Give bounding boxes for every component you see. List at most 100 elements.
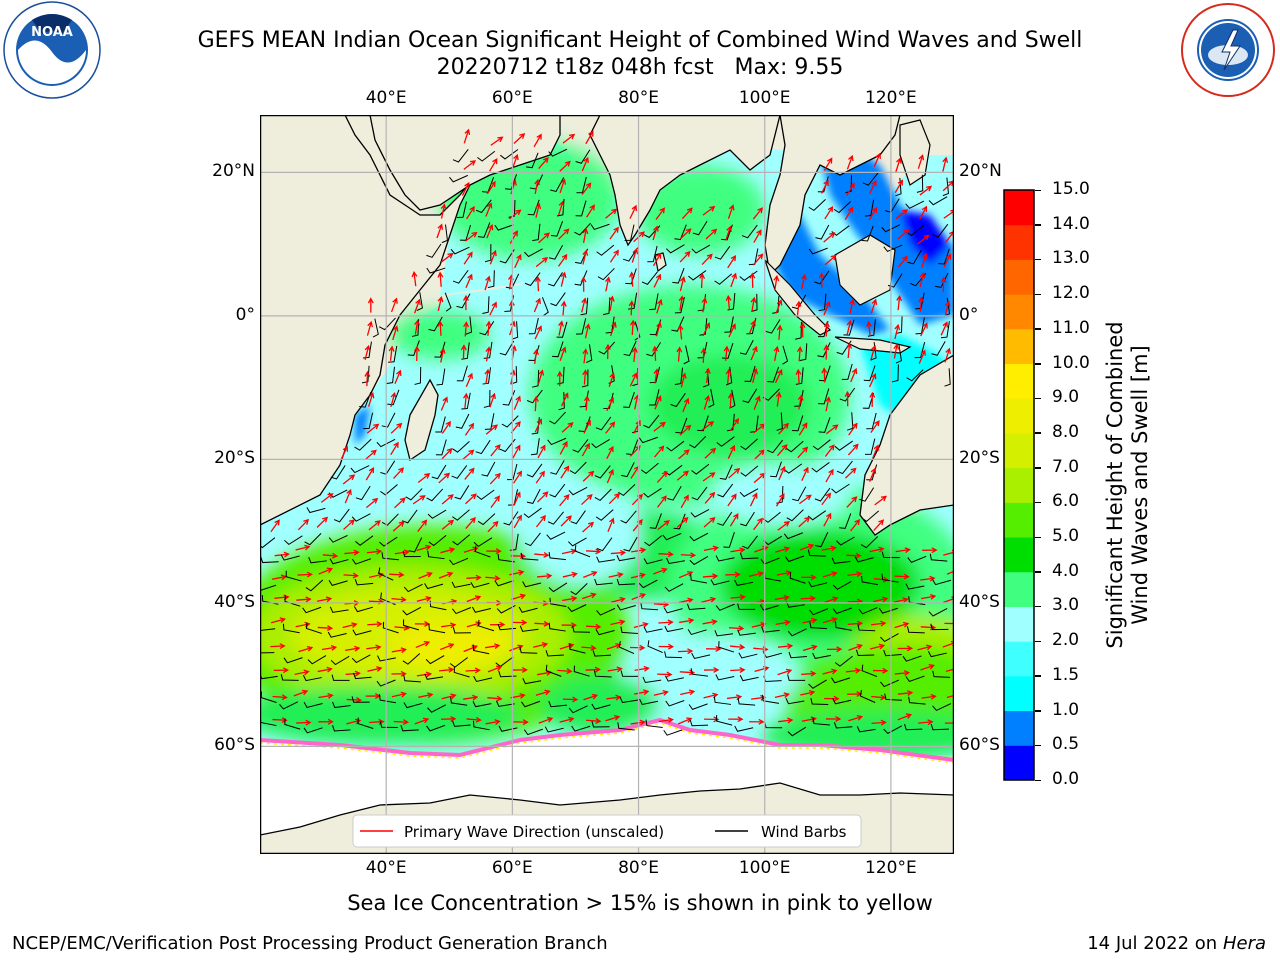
wave-direction-arrowhead: [678, 295, 685, 302]
colorbar-tick-mark: [1035, 363, 1041, 365]
wind-barb: [623, 392, 635, 408]
wave-direction-arrowhead: [516, 470, 523, 477]
wave-direction-arrowhead: [836, 646, 843, 653]
wave-direction-arrowhead: [752, 367, 759, 375]
wave-direction-arrow: [272, 695, 287, 699]
wave-direction-arrowhead: [685, 424, 692, 431]
wind-barb: [878, 607, 898, 614]
wind-barb: [740, 552, 759, 560]
wind-barb: [477, 513, 496, 526]
wave-direction-arrow: [727, 494, 737, 507]
wave-direction-arrowhead: [499, 621, 506, 628]
wave-direction-arrow: [634, 395, 639, 410]
wave-direction-arrowhead: [496, 695, 503, 702]
wave-direction-arrow: [581, 443, 590, 457]
wave-direction-arrowhead: [846, 319, 853, 327]
wave-direction-arrow: [466, 576, 481, 579]
wave-direction-arrowhead: [518, 569, 525, 576]
wave-direction-arrowhead: [723, 345, 730, 352]
wind-barb: [545, 650, 564, 657]
graticule: [260, 115, 954, 854]
wave-direction-arrowhead: [538, 369, 545, 376]
wave-direction-arrow: [751, 623, 766, 628]
wave-direction-arrowhead: [303, 669, 310, 676]
wave-direction-arrowhead: [795, 300, 802, 307]
wave-direction-arrowhead: [755, 395, 761, 402]
wind-barb: [284, 595, 301, 607]
wind-barb: [708, 388, 715, 408]
wind-barb: [683, 345, 690, 365]
wave-direction-arrowhead: [495, 665, 503, 671]
wave-direction-arrow: [944, 301, 950, 316]
wave-direction-arrowhead: [546, 573, 553, 579]
wave-direction-arrowhead: [874, 420, 880, 427]
wave-direction-arrowhead: [326, 666, 333, 673]
wave-direction-arrowhead: [421, 519, 428, 526]
wave-direction-arrowhead: [870, 344, 877, 352]
wave-direction-arrowhead: [639, 644, 646, 651]
wave-direction-arrow: [607, 518, 614, 532]
wave-direction-arrow: [392, 521, 405, 532]
wave-direction-arrowhead: [704, 394, 711, 402]
wind-barb: [567, 604, 587, 613]
wave-direction-arrow: [487, 697, 502, 700]
wave-direction-arrow: [680, 554, 695, 557]
wave-direction-arrow: [534, 349, 538, 364]
wave-direction-arrowhead: [447, 252, 454, 259]
footer-date-text: 14 Jul 2022 on: [1087, 933, 1223, 954]
wave-direction-arrowhead: [425, 544, 432, 551]
wave-direction-arrow: [510, 180, 516, 195]
wave-direction-arrowhead: [730, 323, 736, 330]
wave-direction-arrow: [390, 393, 396, 408]
wave-direction-arrow: [513, 133, 525, 144]
wave-direction-arrow: [919, 185, 932, 196]
wind-barb: [666, 557, 685, 565]
wave-direction-arrow: [344, 489, 352, 504]
footer-date: 14 Jul 2022 on Hera: [1087, 933, 1266, 954]
colorbar-band: [1004, 710, 1034, 746]
wave-direction-arrowhead: [305, 719, 312, 726]
wave-direction-arrow: [658, 553, 673, 556]
wind-barb: [328, 534, 348, 543]
wind-barb: [570, 583, 588, 596]
wave-direction-arrow: [629, 205, 637, 219]
wave-direction-arrowhead: [942, 321, 948, 328]
wave-direction-arrow: [466, 206, 475, 220]
lon-tick-top: 100°E: [738, 88, 791, 108]
wind-barb: [808, 581, 828, 588]
wave-direction-arrow: [607, 668, 622, 672]
wave-direction-arrowhead: [706, 253, 713, 260]
wind-barb: [574, 222, 591, 236]
wind-barb: [839, 387, 856, 402]
wave-direction-arrowhead: [485, 320, 492, 327]
wave-direction-arrow: [917, 234, 929, 245]
wave-direction-arrow: [560, 466, 569, 479]
wave-direction-arrow: [586, 205, 595, 218]
wind-barb: [511, 321, 519, 340]
wind-barb: [786, 509, 804, 522]
wave-direction-arrowhead: [472, 694, 479, 701]
wave-direction-arrowhead: [903, 670, 911, 676]
wave-direction-arrowhead: [306, 571, 313, 578]
wave-direction-arrow: [390, 298, 398, 313]
wind-barb: [807, 549, 826, 557]
colorbar-band: [1004, 571, 1034, 607]
wave-direction-arrow: [681, 207, 693, 220]
wave-direction-arrowhead: [905, 713, 913, 719]
wave-direction-arrow: [730, 548, 745, 553]
wind-barb: [595, 509, 614, 521]
wave-direction-arrow: [394, 550, 409, 555]
wave-direction-arrow: [729, 513, 739, 527]
colorbar-tick-mark: [1035, 536, 1041, 539]
wind-barb: [452, 269, 469, 284]
wave-direction-arrowhead: [825, 512, 832, 519]
wind-barb: [776, 412, 783, 431]
wave-direction-arrow: [585, 131, 594, 145]
wind-barb: [545, 664, 562, 677]
wave-direction-arrow: [586, 719, 601, 722]
wave-direction-arrow: [270, 519, 280, 533]
wave-direction-arrowhead: [925, 644, 933, 651]
wind-barb: [644, 535, 663, 547]
wave-direction-arrowhead: [353, 549, 360, 556]
wave-direction-arrow: [464, 468, 475, 480]
